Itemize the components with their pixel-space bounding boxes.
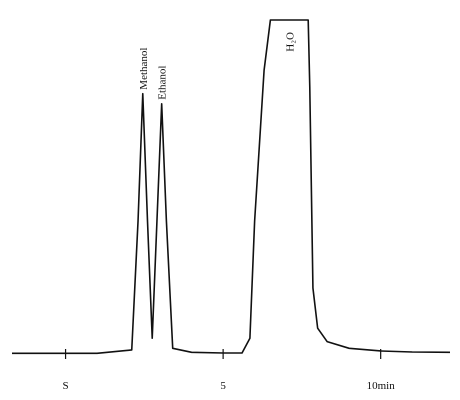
peak-label-2: H₂O — [284, 32, 296, 52]
time-axis: S 5 10min — [63, 349, 396, 392]
trace-line-0 — [12, 19, 451, 355]
peak-label-0: Methanol — [138, 48, 150, 90]
x-tick-label-2: 10min — [367, 380, 396, 392]
peak-labels: Methanol Ethanol H₂O — [138, 32, 297, 100]
x-tick-label-0: S — [63, 380, 69, 392]
peak-label-1: Ethanol — [157, 66, 169, 100]
x-tick-label-1: 5 — [220, 380, 226, 392]
chromatogram-trace — [12, 19, 451, 355]
